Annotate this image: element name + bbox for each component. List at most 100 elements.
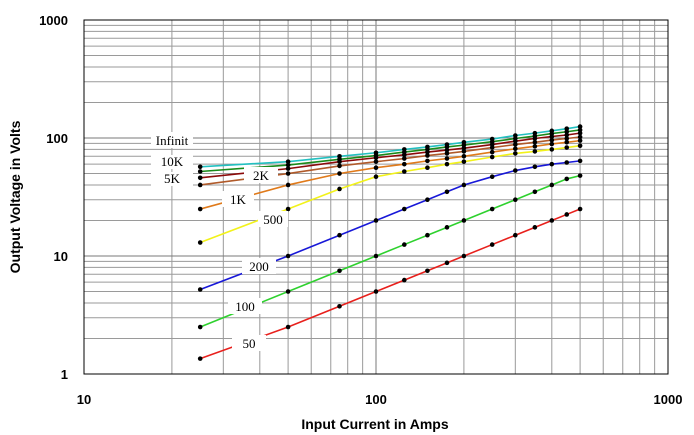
data-point (489, 149, 495, 155)
series-label: 100 (235, 299, 255, 314)
series-line (199, 208, 581, 360)
plot-area-border (83, 19, 669, 375)
data-point (285, 162, 291, 168)
data-point (373, 150, 379, 156)
data-point (577, 127, 583, 133)
series-line (200, 129, 581, 173)
data-point (197, 175, 203, 181)
data-point (401, 206, 407, 212)
data-point (444, 161, 450, 167)
data-point (373, 218, 379, 223)
series-label-box (258, 211, 288, 227)
data-point (564, 139, 570, 145)
series-label: 2K (253, 168, 270, 183)
series-label-box (242, 258, 276, 274)
data-point (549, 182, 555, 188)
data-point (532, 139, 538, 145)
data-point (444, 147, 450, 153)
series-labels: Infinit 10K 5K 2K 1K 500 200 100 50 (151, 132, 288, 351)
data-point (425, 197, 430, 202)
data-point (532, 164, 538, 170)
series-line (200, 132, 581, 179)
data-point (513, 142, 518, 147)
data-point (513, 232, 518, 238)
data-point (197, 240, 203, 245)
data-point (285, 171, 291, 176)
data-point (461, 253, 467, 259)
series-line (200, 136, 581, 186)
data-point (197, 169, 203, 174)
x-tick-label: 10 (77, 392, 91, 407)
data-point (461, 153, 467, 159)
data-point (425, 153, 430, 158)
data-point (461, 182, 467, 188)
data-point (513, 133, 518, 138)
series-line (200, 125, 581, 168)
data-point (444, 142, 450, 147)
data-point (549, 141, 555, 147)
data-point (577, 124, 583, 129)
data-point (337, 303, 342, 309)
series-group (197, 124, 583, 361)
data-point (577, 134, 583, 140)
data-point (564, 212, 570, 217)
data-point (549, 218, 555, 223)
data-point (461, 149, 467, 154)
series-line (199, 174, 581, 328)
data-point (373, 174, 379, 179)
data-point (401, 242, 407, 247)
x-tick-label: 1000 (654, 392, 683, 407)
data-point (197, 324, 203, 330)
data-point (513, 197, 518, 202)
data-point (373, 289, 379, 294)
data-point (532, 149, 538, 154)
data-point (373, 159, 379, 164)
data-point (513, 168, 518, 173)
data-point (197, 164, 203, 170)
x-axis-title: Input Current in Amps (301, 416, 448, 432)
series-label-box (151, 132, 193, 148)
data-point (285, 182, 291, 188)
data-point (461, 159, 467, 164)
data-point (489, 206, 495, 212)
data-point (337, 186, 342, 192)
data-point (444, 260, 450, 266)
data-point (197, 356, 203, 361)
data-point (401, 156, 407, 161)
series-label-box (232, 335, 266, 351)
y-axis-title: Output Voltage in Volts (7, 120, 23, 273)
y-tick-label: 1000 (39, 13, 68, 28)
data-point (489, 154, 495, 160)
data-point (513, 151, 518, 156)
y-tick-label: 100 (46, 131, 68, 146)
data-point (577, 173, 583, 178)
data-point (373, 253, 379, 259)
data-point (489, 136, 495, 142)
data-point (197, 287, 203, 292)
data-point (513, 146, 518, 152)
data-point (564, 126, 570, 131)
series-line (199, 144, 581, 244)
data-point (337, 268, 342, 274)
data-point (444, 225, 450, 230)
data-point (401, 277, 407, 283)
data-point (401, 169, 407, 174)
data-point (444, 151, 450, 156)
data-point (577, 158, 583, 164)
data-point (564, 145, 570, 150)
data-point (444, 189, 450, 195)
data-point (285, 253, 291, 259)
data-point (425, 165, 430, 171)
data-point (401, 161, 407, 167)
data-point (337, 163, 342, 169)
data-point (532, 144, 538, 149)
data-point (549, 161, 555, 167)
data-point (425, 158, 430, 164)
data-point (532, 189, 538, 195)
data-point (285, 324, 291, 330)
data-point (461, 218, 467, 223)
data-point (532, 130, 538, 136)
tick-labels: 10 100 1000 1 10 100 1000 (39, 13, 682, 407)
